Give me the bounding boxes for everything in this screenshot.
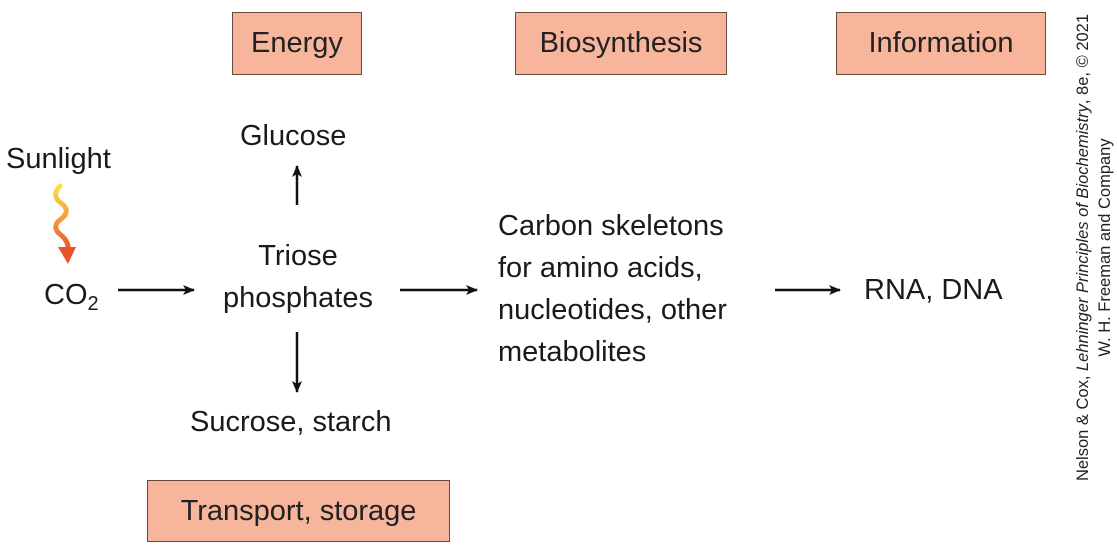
glucose-label: Glucose: [240, 120, 347, 152]
energy-category-box: Energy: [232, 12, 362, 75]
carbon-line-2: for amino acids,: [498, 252, 703, 284]
co2-label: CO2: [44, 274, 99, 325]
triose-line-1: Triose: [258, 240, 338, 272]
triose-phosphates-label: Triose phosphates: [200, 235, 396, 319]
co2-base-text: CO: [44, 279, 88, 311]
biosynthesis-label: Biosynthesis: [539, 27, 703, 59]
carbon-skeletons-label: Carbon skeletons for amino acids, nucleo…: [498, 205, 727, 373]
rna-dna-label: RNA, DNA: [864, 274, 1003, 306]
transport-storage-category-box: Transport, storage: [147, 480, 450, 542]
copyright-credit-text: Nelson & Cox, Lehninger Principles of Bi…: [1072, 10, 1117, 485]
credit-line-1: Nelson & Cox, Lehninger Principles of Bi…: [1072, 10, 1094, 485]
credit-authors: Nelson & Cox,: [1074, 371, 1092, 482]
sunlight-label: Sunlight: [6, 143, 111, 175]
carbon-line-1: Carbon skeletons: [498, 210, 724, 242]
sucrose-starch-label: Sucrose, starch: [190, 406, 392, 438]
triose-line-2: phosphates: [223, 282, 373, 314]
carbon-line-3: nucleotides, other: [498, 294, 727, 326]
carbon-line-4: metabolites: [498, 336, 647, 368]
sunlight-wavy-arrow: [53, 183, 76, 264]
credit-line-2: W. H. Freeman and Company: [1096, 138, 1114, 357]
credit-edition: , 8e, © 2021: [1074, 13, 1092, 105]
copyright-credit: Nelson & Cox, Lehninger Principles of Bi…: [1072, 10, 1117, 485]
biosynthesis-category-box: Biosynthesis: [515, 12, 727, 75]
credit-book-title: Lehninger Principles of Biochemistry: [1074, 104, 1092, 371]
co2-subscript: 2: [87, 293, 99, 315]
information-category-box: Information: [836, 12, 1046, 75]
transport-storage-label: Transport, storage: [180, 494, 417, 527]
information-label: Information: [868, 27, 1014, 59]
energy-label: Energy: [251, 27, 343, 59]
